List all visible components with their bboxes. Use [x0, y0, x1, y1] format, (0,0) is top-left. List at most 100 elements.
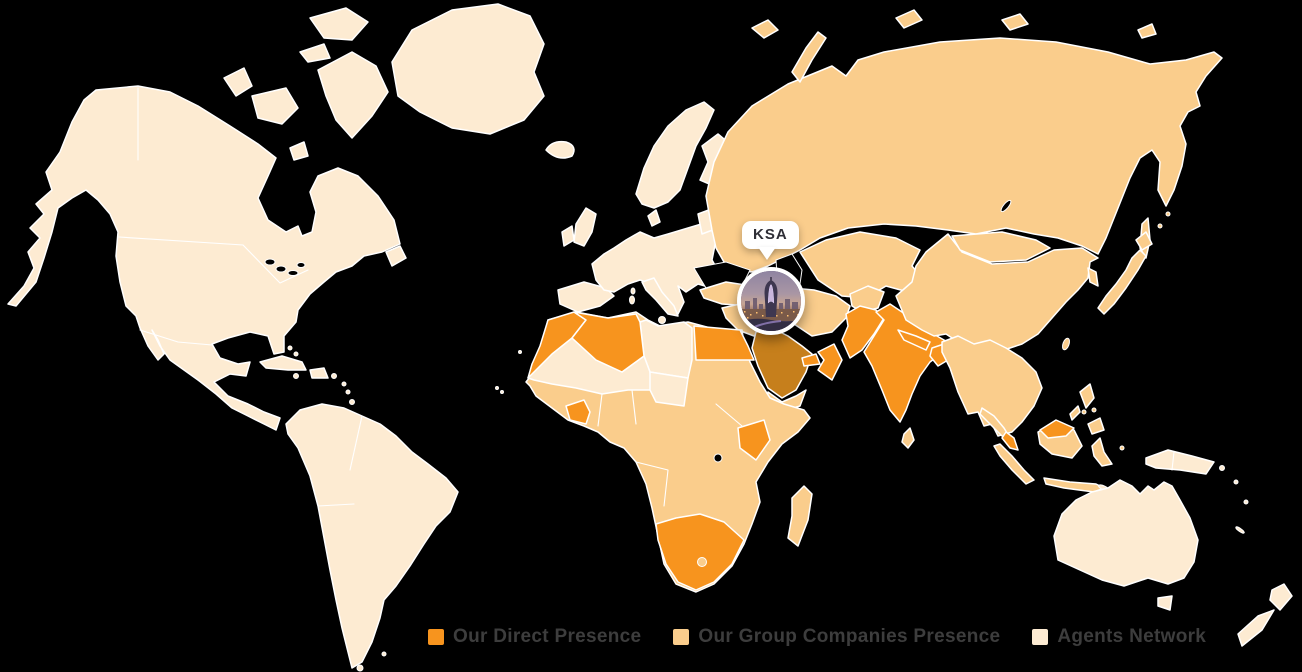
- island-novaya-zemlya[interactable]: [791, 31, 827, 83]
- island-corsica[interactable]: [630, 287, 636, 295]
- island-bahamas[interactable]: [287, 345, 293, 351]
- region-north-america[interactable]: [7, 85, 401, 431]
- island-luzon[interactable]: [1079, 383, 1095, 409]
- island-halmahera[interactable]: [1119, 445, 1125, 451]
- island-svalbard[interactable]: [751, 19, 779, 39]
- papua-border: [1171, 451, 1175, 471]
- island-puerto-rico[interactable]: [331, 373, 337, 379]
- island-tasmania[interactable]: [1157, 595, 1173, 611]
- island-visayas[interactable]: [1081, 409, 1087, 415]
- country-egypt[interactable]: [693, 325, 755, 361]
- country-japan[interactable]: [1097, 249, 1147, 315]
- country-lesotho[interactable]: [697, 557, 707, 567]
- island-trinidad[interactable]: [349, 399, 355, 405]
- island-kuril[interactable]: [1165, 211, 1171, 217]
- island-new-caledonia[interactable]: [1235, 526, 1245, 534]
- agents-network-swatch: [1032, 629, 1049, 645]
- island-sumatra[interactable]: [993, 443, 1035, 485]
- country-kenya[interactable]: [737, 419, 771, 461]
- island-canary[interactable]: [518, 350, 522, 354]
- country-ivory-coast[interactable]: [565, 399, 591, 425]
- region-scandinavia[interactable]: [635, 101, 715, 209]
- country-china[interactable]: [895, 233, 1099, 351]
- island-tierra-del-fuego[interactable]: [356, 664, 364, 672]
- island-wrangel[interactable]: [1137, 23, 1157, 39]
- island-sardinia[interactable]: [629, 295, 635, 305]
- country-mongolia[interactable]: [951, 231, 1051, 263]
- region-iberia[interactable]: [557, 281, 615, 313]
- island-antilles[interactable]: [341, 381, 347, 387]
- south-america-borders: [317, 503, 355, 507]
- island-visayas[interactable]: [1091, 407, 1097, 413]
- country-malaysia-peninsula[interactable]: [1001, 431, 1019, 451]
- ksa-tooltip-bubble[interactable]: KSA: [742, 221, 799, 249]
- country-pakistan[interactable]: [841, 305, 885, 359]
- island-hispaniola[interactable]: [309, 367, 329, 379]
- group-companies-swatch: [673, 629, 690, 645]
- country-south-africa[interactable]: [655, 513, 745, 591]
- island-sicily[interactable]: [658, 316, 666, 324]
- island-mindanao[interactable]: [1087, 417, 1105, 435]
- island-victoria[interactable]: [251, 87, 299, 125]
- island-newfoundland[interactable]: [385, 245, 407, 267]
- island-devon[interactable]: [299, 43, 331, 63]
- island-ellesmere[interactable]: [309, 7, 369, 41]
- island-southampton[interactable]: [289, 141, 309, 161]
- island-new-siberian[interactable]: [1001, 13, 1029, 31]
- country-madagascar[interactable]: [787, 485, 813, 547]
- country-united-kingdom[interactable]: [573, 207, 597, 247]
- country-south-korea[interactable]: [1087, 267, 1099, 287]
- island-banks[interactable]: [223, 67, 253, 97]
- country-cuba[interactable]: [259, 355, 307, 371]
- far-skyline: [745, 298, 798, 313]
- island-solomon[interactable]: [1233, 479, 1239, 485]
- great-lake: [275, 265, 287, 273]
- country-new-zealand-south[interactable]: [1237, 609, 1275, 647]
- country-greenland[interactable]: [391, 3, 545, 135]
- country-chad[interactable]: [649, 371, 689, 407]
- island-new-britain[interactable]: [1219, 465, 1225, 471]
- legend-item-direct[interactable]: Our Direct Presence: [428, 626, 641, 648]
- country-uae[interactable]: [801, 353, 821, 367]
- country-east-malaysia[interactable]: [1039, 419, 1075, 439]
- country-saudi-arabia[interactable]: [751, 327, 813, 399]
- island-taiwan[interactable]: [1061, 337, 1071, 351]
- ksa-photo-marker[interactable]: [737, 267, 805, 335]
- south-america-borders: [349, 415, 363, 471]
- country-oman[interactable]: [817, 343, 843, 381]
- great-lake: [287, 270, 299, 276]
- island-kuril[interactable]: [1157, 223, 1163, 229]
- country-algeria[interactable]: [571, 311, 645, 373]
- island-severnaya-zemlya[interactable]: [895, 9, 923, 29]
- island-bahamas[interactable]: [293, 351, 299, 357]
- island-sulawesi[interactable]: [1091, 437, 1113, 467]
- island-new-guinea[interactable]: [1145, 449, 1215, 475]
- region-indochina[interactable]: [941, 335, 1043, 437]
- legend-item-agents[interactable]: Agents Network: [1032, 626, 1206, 648]
- country-nepal[interactable]: [897, 329, 931, 351]
- country-iceland[interactable]: [545, 140, 575, 159]
- country-australia[interactable]: [1053, 479, 1199, 587]
- country-new-zealand-north[interactable]: [1269, 583, 1293, 611]
- island-falklands[interactable]: [381, 651, 387, 657]
- kingdom-tower: [764, 277, 778, 317]
- country-afghanistan[interactable]: [849, 285, 885, 313]
- island-hokkaido[interactable]: [1135, 231, 1153, 251]
- us-canada-border: [118, 236, 309, 284]
- country-denmark[interactable]: [647, 209, 661, 227]
- region-south-america[interactable]: [285, 403, 459, 669]
- island-baffin[interactable]: [317, 51, 389, 139]
- island-palawan[interactable]: [1069, 405, 1081, 421]
- island-jamaica[interactable]: [293, 373, 299, 379]
- country-sri-lanka[interactable]: [901, 427, 915, 449]
- direct-presence-swatch: [428, 629, 444, 645]
- legend-item-group[interactable]: Our Group Companies Presence: [673, 626, 1000, 648]
- island-antilles[interactable]: [345, 389, 351, 395]
- island-cape-verde[interactable]: [495, 386, 499, 390]
- island-vanuatu[interactable]: [1243, 499, 1249, 505]
- country-italy[interactable]: [641, 277, 679, 317]
- country-russia[interactable]: [705, 37, 1223, 273]
- island-cape-verde[interactable]: [500, 390, 504, 394]
